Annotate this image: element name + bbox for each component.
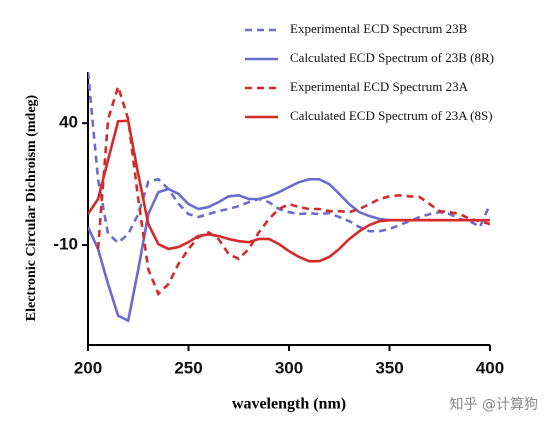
legend-label: Experimental ECD Spectrum 23A (290, 79, 469, 94)
legend-label: Calculated ECD Spectrum of 23A (8S) (290, 108, 493, 123)
series-line (88, 119, 490, 263)
watermark: 知乎 @计算狗 (450, 396, 538, 413)
x-tick-label: 300 (275, 358, 303, 377)
legend-label: Experimental ECD Spectrum 23B (290, 21, 468, 36)
x-tick-label: 400 (476, 358, 504, 377)
legend-label: Calculated ECD Spectrum of 23B (8R) (290, 50, 494, 65)
series-line (88, 72, 490, 245)
x-tick-label: 200 (74, 358, 102, 377)
x-tick-label: 350 (375, 358, 403, 377)
y-tick-label: -10 (53, 235, 78, 254)
series-line (96, 82, 490, 297)
x-axis-label: wavelength (nm) (232, 396, 346, 413)
y-axis-label: Electronic Circular Dichroism (mdeg) (24, 94, 39, 321)
x-tick-label: 250 (174, 358, 202, 377)
y-tick-label: 40 (59, 113, 78, 132)
